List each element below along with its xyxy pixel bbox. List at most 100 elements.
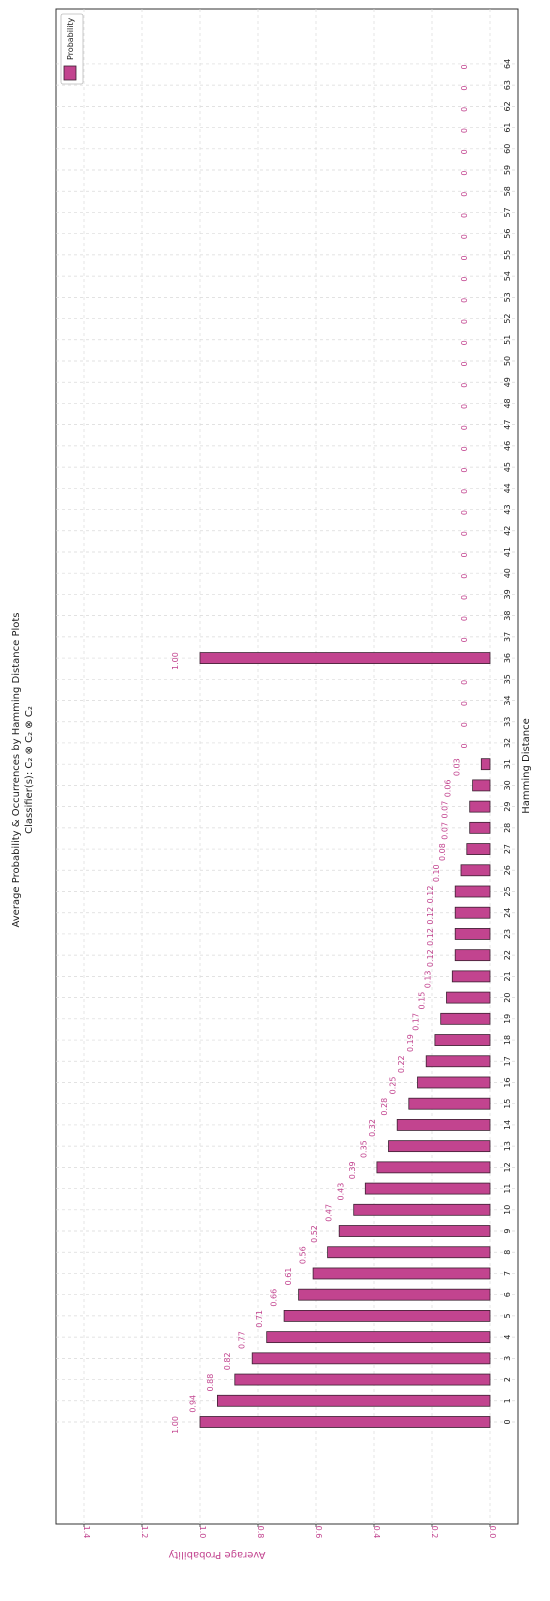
x-tick-56: 56 bbox=[503, 229, 512, 239]
value-label-0: 1.00 bbox=[171, 1416, 180, 1434]
value-label-37: 0 bbox=[460, 637, 469, 642]
value-label-28: 0.07 bbox=[441, 822, 450, 840]
bar-18 bbox=[434, 1034, 491, 1046]
y-tick-1.2: 1.2 bbox=[140, 1526, 149, 1539]
bar-12 bbox=[376, 1161, 491, 1174]
y-tick-0.0: 0.0 bbox=[488, 1526, 497, 1539]
x-tick-9: 9 bbox=[503, 1228, 512, 1233]
value-label-7: 0.61 bbox=[284, 1268, 293, 1286]
value-label-60: 0 bbox=[460, 149, 469, 154]
value-label-26: 0.10 bbox=[432, 864, 441, 882]
x-tick-50: 50 bbox=[503, 356, 512, 366]
bar-30 bbox=[472, 779, 491, 792]
value-label-13: 0.35 bbox=[360, 1140, 369, 1158]
x-tick-61: 61 bbox=[503, 122, 512, 132]
x-tick-7: 7 bbox=[503, 1271, 512, 1276]
bar-16 bbox=[417, 1076, 491, 1089]
y-tick-0.6: 0.6 bbox=[314, 1526, 323, 1539]
x-tick-43: 43 bbox=[503, 504, 512, 514]
x-tick-58: 58 bbox=[503, 186, 512, 196]
value-label-40: 0 bbox=[460, 574, 469, 579]
value-label-30: 0.06 bbox=[444, 779, 453, 797]
x-tick-53: 53 bbox=[503, 292, 512, 302]
x-tick-2: 2 bbox=[503, 1377, 512, 1382]
x-tick-6: 6 bbox=[503, 1292, 512, 1297]
value-label-47: 0 bbox=[460, 425, 469, 430]
bar-19 bbox=[440, 1012, 491, 1025]
x-tick-57: 57 bbox=[503, 207, 512, 217]
bar-9 bbox=[338, 1225, 491, 1237]
value-label-42: 0 bbox=[460, 531, 469, 536]
x-tick-20: 20 bbox=[503, 993, 512, 1003]
y-tick-0.4: 0.4 bbox=[372, 1526, 381, 1539]
value-label-6: 0.66 bbox=[270, 1289, 279, 1307]
x-tick-21: 21 bbox=[503, 971, 512, 981]
bar-24 bbox=[454, 906, 491, 919]
bar-4 bbox=[266, 1331, 491, 1344]
y-tick-0.2: 0.2 bbox=[430, 1526, 439, 1539]
x-tick-40: 40 bbox=[503, 568, 512, 578]
bar-15 bbox=[408, 1097, 491, 1110]
value-label-20: 0.15 bbox=[418, 992, 427, 1010]
value-label-10: 0.47 bbox=[325, 1204, 334, 1222]
x-tick-19: 19 bbox=[503, 1014, 512, 1024]
x-tick-51: 51 bbox=[503, 335, 512, 345]
x-tick-27: 27 bbox=[503, 844, 512, 854]
x-tick-23: 23 bbox=[503, 929, 512, 939]
x-tick-36: 36 bbox=[503, 653, 512, 663]
x-tick-62: 62 bbox=[503, 101, 512, 111]
bars bbox=[199, 652, 491, 1428]
x-tick-37: 37 bbox=[503, 632, 512, 642]
value-label-33: 0 bbox=[460, 722, 469, 727]
x-tick-35: 35 bbox=[503, 674, 512, 684]
x-tick-55: 55 bbox=[503, 250, 512, 260]
value-label-9: 0.52 bbox=[310, 1225, 319, 1243]
legend-swatch bbox=[63, 65, 77, 81]
x-tick-labels: 0123456789101112131415161718192021222324… bbox=[503, 59, 512, 1425]
value-label-44: 0 bbox=[460, 489, 469, 494]
value-label-49: 0 bbox=[460, 383, 469, 388]
value-label-38: 0 bbox=[460, 616, 469, 621]
bar-0 bbox=[199, 1416, 491, 1428]
x-tick-15: 15 bbox=[503, 1099, 512, 1109]
x-tick-22: 22 bbox=[503, 950, 512, 960]
x-tick-13: 13 bbox=[503, 1141, 512, 1151]
value-label-54: 0 bbox=[460, 277, 469, 282]
value-label-46: 0 bbox=[460, 446, 469, 451]
value-label-41: 0 bbox=[460, 552, 469, 557]
bar-5 bbox=[283, 1310, 491, 1322]
value-label-51: 0 bbox=[460, 340, 469, 345]
x-tick-32: 32 bbox=[503, 738, 512, 748]
y-axis-label: Average Probability bbox=[168, 1549, 265, 1560]
value-label-24: 0.12 bbox=[426, 907, 435, 925]
value-label-35: 0 bbox=[460, 680, 469, 685]
bar-20 bbox=[446, 991, 491, 1004]
x-tick-64: 64 bbox=[503, 59, 512, 69]
x-tick-31: 31 bbox=[503, 759, 512, 769]
value-labels: 1.00 0.94 0.88 0.82 0.77 0.71 0.66 0.61 0.560.52… bbox=[171, 64, 469, 1434]
value-label-58: 0 bbox=[460, 192, 469, 197]
bar-1 bbox=[216, 1394, 491, 1407]
value-label-3: 0.82 bbox=[223, 1352, 232, 1370]
value-label-32: 0 bbox=[460, 743, 469, 748]
x-tick-29: 29 bbox=[503, 802, 512, 812]
x-tick-38: 38 bbox=[503, 611, 512, 621]
bar-10 bbox=[353, 1203, 491, 1216]
bar-25 bbox=[454, 885, 491, 898]
value-label-53: 0 bbox=[460, 298, 469, 303]
x-tick-39: 39 bbox=[503, 589, 512, 599]
value-label-56: 0 bbox=[460, 234, 469, 239]
value-label-45: 0 bbox=[460, 468, 469, 473]
value-label-1: 0.94 bbox=[188, 1395, 197, 1413]
value-label-11: 0.43 bbox=[336, 1183, 345, 1201]
value-label-22: 0.12 bbox=[426, 949, 435, 967]
value-label-15: 0.28 bbox=[380, 1098, 389, 1116]
x-tick-45: 45 bbox=[503, 462, 512, 472]
value-label-36: 1.00 bbox=[171, 652, 180, 670]
value-label-21: 0.13 bbox=[423, 970, 432, 988]
bar-6 bbox=[298, 1288, 491, 1301]
x-tick-5: 5 bbox=[503, 1313, 512, 1318]
x-axis-label: Hamming Distance bbox=[521, 718, 532, 814]
x-tick-8: 8 bbox=[503, 1250, 512, 1255]
